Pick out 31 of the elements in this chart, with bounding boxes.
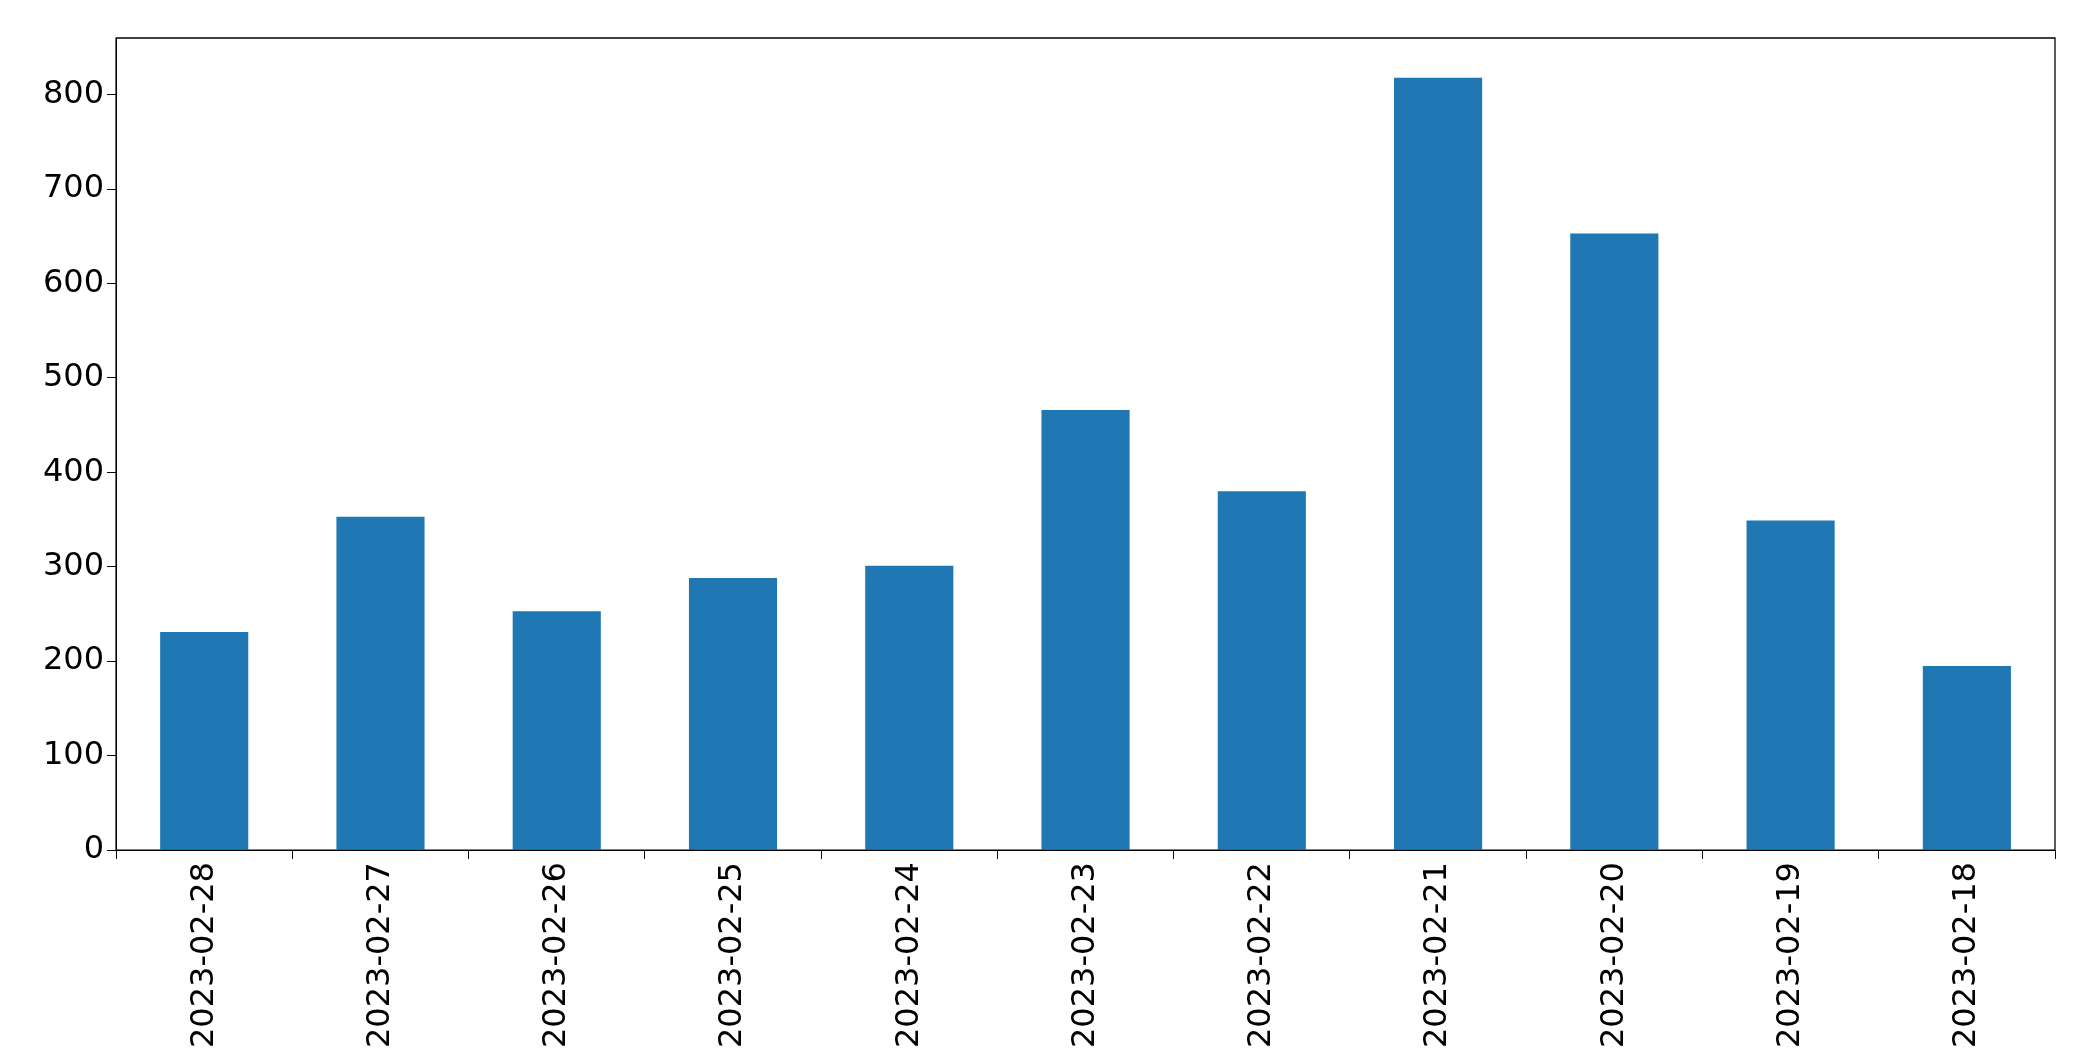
- bar: [865, 565, 954, 850]
- x-tick-label: 2023-02-18: [1945, 862, 1984, 1048]
- bar: [1217, 491, 1306, 850]
- x-tick-label: 2023-02-19: [1768, 862, 1807, 1048]
- bar: [1041, 410, 1130, 850]
- y-tick-label: 700: [43, 167, 105, 206]
- bar: [1570, 233, 1659, 850]
- y-tick-label: 500: [43, 356, 105, 395]
- x-tick-label: 2023-02-26: [535, 862, 574, 1048]
- y-tick-label: 800: [43, 72, 105, 111]
- x-tick-label: 2023-02-20: [1592, 862, 1631, 1048]
- bar: [160, 631, 249, 850]
- y-tick-label: 600: [43, 261, 105, 300]
- y-tick-label: 200: [43, 639, 105, 678]
- x-tick-label: 2023-02-21: [1416, 862, 1455, 1048]
- bar: [688, 578, 778, 850]
- y-tick-label: 100: [43, 733, 105, 772]
- bar: [336, 516, 425, 850]
- x-tick-label: 2023-02-27: [358, 862, 397, 1048]
- y-tick-label: 0: [83, 828, 105, 867]
- y-tick-label: 300: [43, 545, 105, 584]
- bar: [512, 611, 601, 850]
- x-tick-label: 2023-02-23: [1063, 862, 1102, 1048]
- bar: [1746, 520, 1835, 850]
- y-tick-label: 400: [43, 450, 105, 489]
- x-tick-label: 2023-02-24: [887, 862, 926, 1048]
- x-tick-label: 2023-02-25: [711, 862, 750, 1048]
- bar: [1394, 77, 1483, 850]
- bar: [1922, 665, 2011, 850]
- x-tick-label: 2023-02-22: [1240, 862, 1279, 1048]
- x-tick-label: 2023-02-28: [182, 862, 221, 1048]
